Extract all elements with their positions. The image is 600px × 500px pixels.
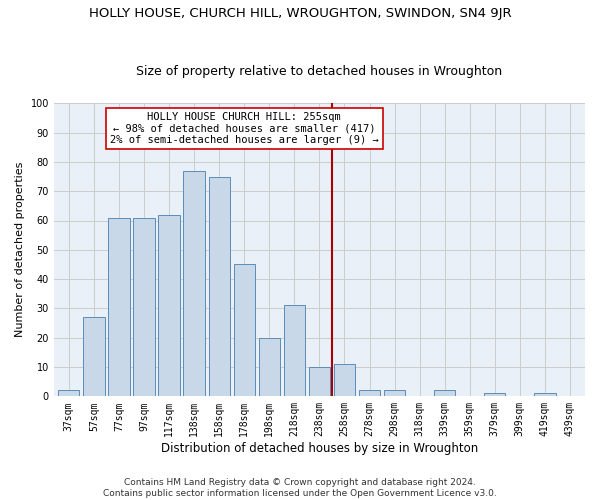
Bar	[108, 218, 130, 396]
Bar	[209, 176, 230, 396]
Bar	[58, 390, 79, 396]
Text: Contains HM Land Registry data © Crown copyright and database right 2024.
Contai: Contains HM Land Registry data © Crown c…	[103, 478, 497, 498]
Bar	[534, 394, 556, 396]
Bar	[158, 214, 180, 396]
Bar	[334, 364, 355, 396]
Bar	[359, 390, 380, 396]
Bar	[384, 390, 405, 396]
Title: Size of property relative to detached houses in Wroughton: Size of property relative to detached ho…	[136, 66, 502, 78]
Text: HOLLY HOUSE, CHURCH HILL, WROUGHTON, SWINDON, SN4 9JR: HOLLY HOUSE, CHURCH HILL, WROUGHTON, SWI…	[89, 8, 511, 20]
Bar	[284, 306, 305, 396]
Bar	[83, 317, 104, 396]
Bar	[233, 264, 255, 396]
Bar	[133, 218, 155, 396]
X-axis label: Distribution of detached houses by size in Wroughton: Distribution of detached houses by size …	[161, 442, 478, 455]
Bar	[434, 390, 455, 396]
Bar	[309, 367, 330, 396]
Bar	[484, 394, 505, 396]
Text: HOLLY HOUSE CHURCH HILL: 255sqm
← 98% of detached houses are smaller (417)
2% of: HOLLY HOUSE CHURCH HILL: 255sqm ← 98% of…	[110, 112, 379, 146]
Y-axis label: Number of detached properties: Number of detached properties	[15, 162, 25, 338]
Bar	[184, 170, 205, 396]
Bar	[259, 338, 280, 396]
